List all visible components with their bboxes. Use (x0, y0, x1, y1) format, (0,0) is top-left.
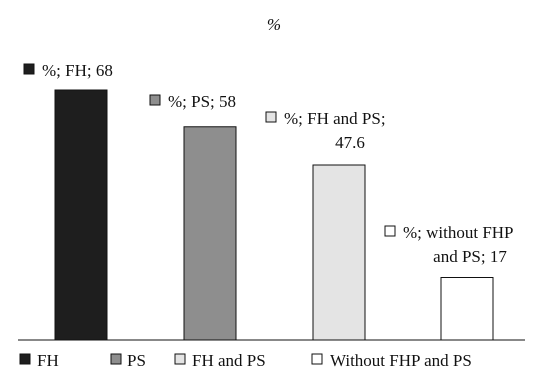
legend-label-fh: FH (37, 351, 59, 370)
bars (54, 89, 494, 341)
legend-label-fh-and-ps: FH and PS (192, 351, 266, 370)
data-label-marker-fh (23, 63, 35, 75)
data-label-marker-without-fhp-and-ps (384, 225, 396, 237)
legend-label-without-fhp-and-ps: Without FHP and PS (330, 351, 472, 370)
data-label-fh-and-ps-line-2: 47.6 (335, 133, 365, 152)
data-label-marker-ps (149, 94, 161, 106)
bar-ps (183, 126, 237, 341)
data-label-without-fhp-and-ps-line-2: and PS; 17 (433, 247, 507, 266)
legend-marker-fh-and-ps (174, 353, 186, 365)
data-label-fh-line-1: %; FH; 68 (42, 61, 113, 80)
data-labels: %; FH; 68 %; PS; 58 %; FH and PS; 47.6 %; wi… (23, 61, 514, 266)
legend-label-ps: PS (127, 351, 146, 370)
chart-title: % (267, 15, 281, 34)
bar-fh (54, 89, 108, 341)
data-label-without-fhp-and-ps-line-1: %; without FHP (403, 223, 514, 242)
bar-fh-and-ps (312, 164, 366, 341)
data-label-fh-and-ps-line-1: %; FH and PS; (284, 109, 386, 128)
data-label-ps-line-1: %; PS; 58 (168, 92, 236, 111)
legend-marker-without-fhp-and-ps (311, 353, 323, 365)
legend: FH PS FH and PS Without FHP and PS (19, 351, 472, 370)
legend-marker-fh (19, 353, 31, 365)
data-label-marker-fh-and-ps (265, 111, 277, 123)
legend-marker-ps (110, 353, 122, 365)
bar-without-fhp-and-ps (440, 277, 494, 341)
